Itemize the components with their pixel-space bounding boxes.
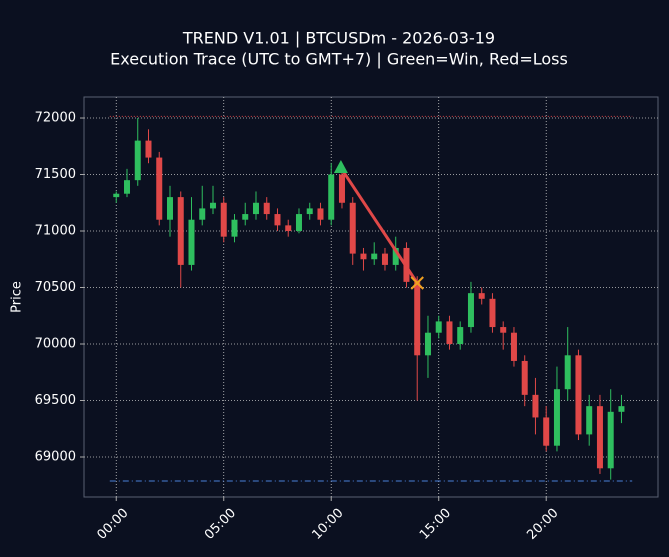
candle-body — [435, 321, 442, 333]
candle-body — [521, 360, 528, 395]
candle-body — [134, 140, 141, 181]
candle-body — [123, 180, 130, 194]
y-tick-label: 69000 — [35, 450, 76, 465]
y-tick-label: 72000 — [35, 111, 76, 126]
candle-body — [220, 202, 227, 237]
y-tick-label: 70500 — [35, 280, 76, 295]
plot-frame — [83, 96, 659, 498]
candle-body — [349, 202, 356, 254]
candle-body — [414, 281, 421, 356]
candle-body — [328, 174, 335, 220]
candle-body — [510, 332, 517, 361]
y-tick-label: 69500 — [35, 393, 76, 408]
candle-body — [145, 140, 152, 158]
candle-body — [252, 202, 259, 215]
entry-marker — [333, 159, 348, 173]
y-tick-label: 71000 — [35, 224, 76, 239]
candle-body — [231, 219, 238, 237]
candle-body — [381, 253, 388, 265]
candle-body — [607, 411, 614, 469]
candle-body — [166, 197, 173, 220]
candle-body — [285, 225, 292, 232]
candle-body — [156, 157, 163, 220]
candle-body — [543, 417, 550, 446]
y-axis-label: Price — [10, 281, 25, 313]
y-tick-label: 71500 — [35, 167, 76, 182]
candle-body — [317, 208, 324, 220]
candle-body — [564, 355, 571, 390]
candle-body — [188, 219, 195, 265]
candle-body — [360, 253, 367, 260]
candle-body — [392, 247, 399, 265]
candle-body — [424, 332, 431, 356]
candle-body — [177, 197, 184, 265]
y-tick-label: 70000 — [35, 337, 76, 352]
candle-body — [467, 293, 474, 328]
candle-body — [306, 208, 313, 215]
candle-body — [500, 327, 507, 333]
candle-body — [113, 193, 120, 198]
candle-body — [553, 389, 560, 446]
candle-body — [575, 355, 582, 435]
candle-body — [295, 214, 302, 232]
candle-body — [371, 253, 378, 260]
candle-body — [199, 208, 206, 220]
candle-body — [596, 406, 603, 469]
candle-body — [242, 214, 249, 220]
candle-body — [263, 202, 270, 215]
candle-body — [489, 298, 496, 328]
candle-body — [532, 394, 539, 418]
candle-body — [478, 293, 485, 299]
exit-marker — [410, 276, 424, 290]
candle-body — [209, 202, 216, 209]
chart-subtitle: Execution Trace (UTC to GMT+7) | Green=W… — [110, 50, 568, 69]
candle-body — [338, 174, 345, 203]
chart-title: TREND V1.01 | BTCUSDm - 2026-03-19 — [182, 29, 495, 48]
candle-body — [586, 406, 593, 435]
candle-body — [446, 321, 453, 345]
trade-line — [339, 167, 419, 284]
candle-body — [457, 327, 464, 345]
candle-body — [618, 406, 625, 412]
candle-body — [274, 214, 281, 226]
